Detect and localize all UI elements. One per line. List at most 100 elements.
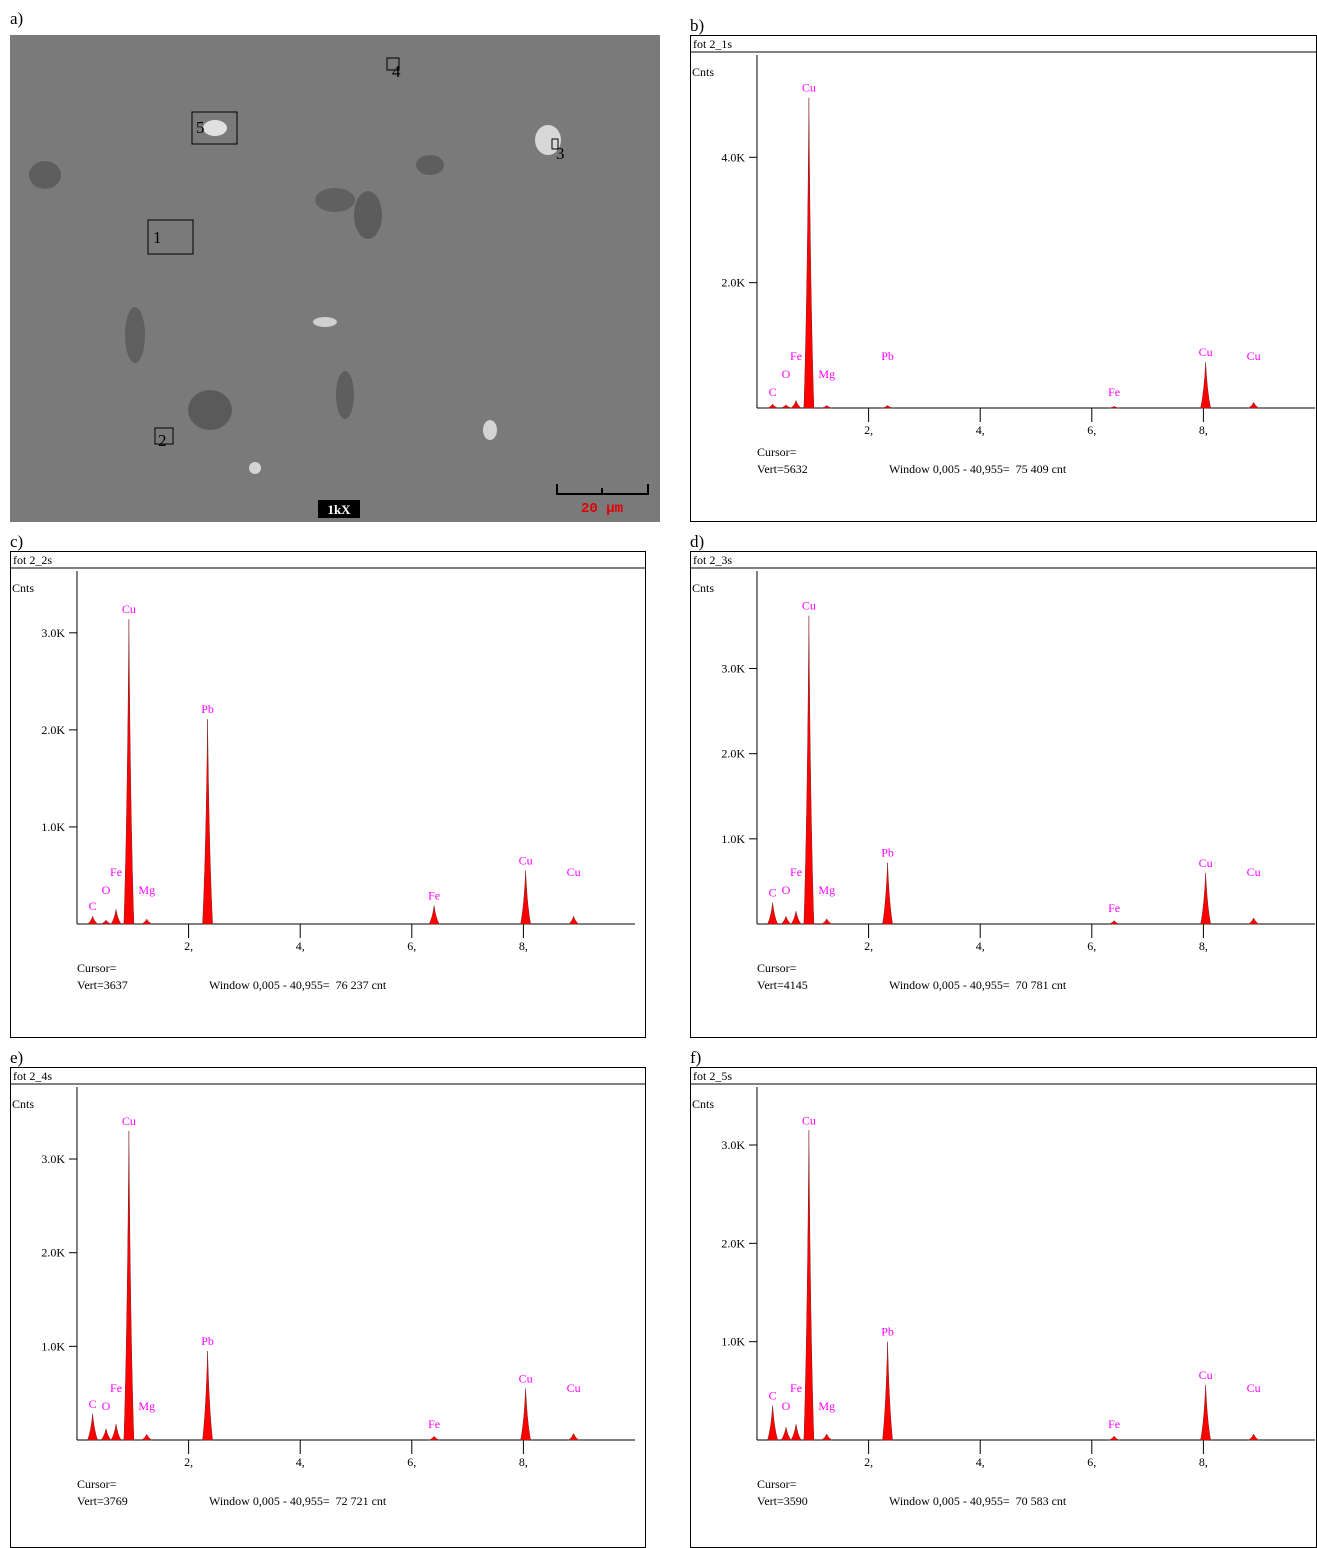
peak: [429, 1435, 440, 1441]
y-tick-label: 2.0K: [721, 747, 745, 761]
x-tick-label: 6,: [407, 1455, 416, 1469]
peak-label: Cu: [1199, 1368, 1213, 1382]
panel-title: fot 2_1s: [693, 37, 732, 51]
peak-label: Fe: [110, 865, 122, 879]
window-label: Window 0,005 - 40,955= 70 583 cnt: [889, 1494, 1067, 1508]
peak-label: Cu: [1247, 1381, 1261, 1395]
y-tick-label: 1.0K: [721, 832, 745, 846]
cursor-label: Cursor=: [77, 961, 117, 975]
window-label: Window 0,005 - 40,955= 72 721 cnt: [209, 1494, 387, 1508]
particle: [249, 462, 261, 474]
peak: [803, 97, 815, 409]
peak: [767, 902, 779, 925]
x-tick-label: 4,: [296, 939, 305, 953]
peak: [1247, 401, 1260, 409]
peak-label: C: [769, 886, 777, 900]
y-tick-label: 2.0K: [721, 276, 745, 290]
peak-label: Mg: [818, 367, 835, 381]
x-tick-label: 4,: [976, 939, 985, 953]
x-tick-label: 8,: [519, 939, 528, 953]
peak: [1200, 1384, 1211, 1441]
marker-box: [386, 57, 400, 71]
peak-label: Pb: [881, 846, 894, 860]
x-tick-label: 8,: [1199, 1455, 1208, 1469]
peak: [1109, 920, 1120, 925]
x-tick-label: 2,: [864, 1455, 873, 1469]
marker-label: 5: [196, 118, 205, 137]
peak: [1109, 1435, 1120, 1441]
sem-image: 1 2 3 4 5 1kX 20 µm: [10, 35, 660, 522]
peak-label: Pb: [201, 1334, 214, 1348]
marker-label: 2: [158, 431, 167, 450]
y-tick-label: 3.0K: [721, 1138, 745, 1152]
panel-title: fot 2_5s: [693, 1069, 732, 1083]
peak: [86, 915, 99, 925]
peak-label: Fe: [790, 349, 802, 363]
peak-label: C: [89, 1397, 97, 1411]
grain: [336, 371, 354, 419]
x-tick-label: 8,: [1199, 423, 1208, 437]
panel-label: a): [10, 9, 23, 28]
peak-label: O: [102, 883, 111, 897]
peak: [1247, 1433, 1260, 1441]
peak: [1200, 362, 1211, 409]
marker-box: [147, 219, 194, 255]
peak-label: Pb: [201, 702, 214, 716]
peak: [520, 870, 531, 925]
particle: [535, 125, 561, 155]
vert-label: Vert=3769: [77, 1494, 128, 1508]
peak: [882, 862, 893, 925]
x-tick-label: 8,: [1199, 939, 1208, 953]
grain: [188, 390, 232, 430]
peak: [803, 615, 815, 925]
window-label: Window 0,005 - 40,955= 76 237 cnt: [209, 978, 387, 992]
panel-label: b): [690, 16, 704, 35]
peak-label: Cu: [567, 1381, 581, 1395]
grain: [416, 155, 444, 175]
peak-label: Cu: [1247, 349, 1261, 363]
peak: [820, 1433, 833, 1441]
scale-bar: [556, 484, 649, 495]
peak-label: Cu: [567, 865, 581, 879]
mag-box: [318, 500, 360, 518]
peak: [110, 909, 122, 925]
y-tick-label: 3.0K: [41, 1152, 65, 1166]
marker-label: 4: [392, 62, 401, 81]
cursor-label: Cursor=: [757, 1477, 797, 1491]
peak-label: Mg: [138, 883, 155, 897]
y-tick-label: 1.0K: [721, 1335, 745, 1349]
peak-label: C: [769, 385, 777, 399]
y-axis-label: Cnts: [692, 581, 714, 595]
peak-label: Mg: [138, 1399, 155, 1413]
grain: [315, 188, 355, 212]
grain: [125, 307, 145, 363]
peak: [821, 918, 832, 925]
peak: [780, 915, 792, 925]
panel-title: fot 2_3s: [693, 553, 732, 567]
cursor-label: Cursor=: [757, 961, 797, 975]
panel-label: f): [690, 1048, 701, 1067]
peak: [140, 1433, 153, 1441]
panel-frame: [690, 1067, 1317, 1548]
marker-label: 1: [153, 228, 162, 247]
peak-label: O: [782, 883, 791, 897]
peak-label: Fe: [1108, 901, 1120, 915]
panel-frame: [10, 1067, 646, 1548]
peak: [882, 405, 893, 409]
cursor-label: Cursor=: [757, 445, 797, 459]
peak: [428, 905, 440, 925]
panel-label: e): [10, 1048, 23, 1067]
peak-label: C: [89, 899, 97, 913]
y-tick-label: 3.0K: [721, 662, 745, 676]
peak-label: Cu: [802, 81, 816, 95]
vert-label: Vert=4145: [757, 978, 808, 992]
magnification: 1kX: [327, 502, 351, 517]
peak: [87, 1413, 98, 1441]
peak-label: Fe: [1108, 385, 1120, 399]
scale-label: 20 µm: [581, 501, 623, 517]
peak: [790, 1424, 802, 1441]
peak-label: Cu: [519, 854, 533, 868]
y-axis-label: Cnts: [12, 581, 34, 595]
vert-label: Vert=5632: [757, 462, 808, 476]
peak-label: Cu: [1199, 856, 1213, 870]
